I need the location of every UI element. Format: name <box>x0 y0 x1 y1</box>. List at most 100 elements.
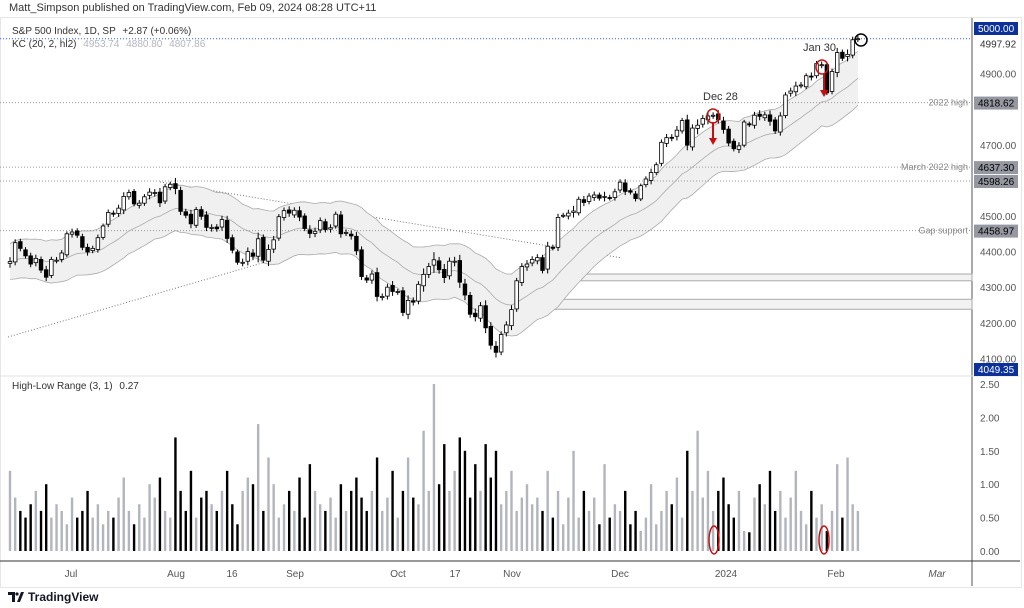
range-bar <box>267 457 270 551</box>
range-bar <box>262 510 265 551</box>
range-bar <box>753 497 756 551</box>
range-bar <box>282 504 286 551</box>
range-bar <box>773 510 777 551</box>
candle <box>374 272 380 297</box>
candle <box>669 136 674 139</box>
candle <box>592 194 597 198</box>
range-bar <box>70 497 74 551</box>
candle <box>772 119 778 132</box>
range-bar <box>241 490 244 551</box>
time-tick-label: Mar <box>928 569 946 580</box>
range-bar <box>76 517 79 551</box>
range-bar <box>463 450 467 551</box>
candle <box>654 164 659 173</box>
candle <box>64 233 70 256</box>
range-bar <box>567 497 570 551</box>
range-bar <box>422 430 425 551</box>
range-bar <box>742 530 746 551</box>
candle <box>281 210 287 218</box>
range-bar <box>551 517 555 551</box>
candle <box>126 192 132 198</box>
range-tick-label: 0.00 <box>980 547 1000 558</box>
range-bar <box>339 484 343 551</box>
range-bar <box>639 530 642 551</box>
candle <box>467 294 473 315</box>
symbol-label[interactable]: S&P 500 Index, 1D, SP <box>12 26 116 37</box>
candle <box>576 198 581 214</box>
range-bar <box>205 490 208 551</box>
candle <box>183 211 188 216</box>
range-bar <box>691 490 694 551</box>
candle <box>695 124 700 129</box>
range-bar <box>577 517 580 551</box>
candle <box>343 231 349 234</box>
range-bar <box>437 484 441 551</box>
candle <box>204 214 209 228</box>
candle <box>59 252 64 260</box>
candle <box>188 213 194 225</box>
range-bar <box>386 497 389 551</box>
range-bar <box>412 497 415 551</box>
range-bar <box>804 524 808 551</box>
range-bar <box>8 470 12 551</box>
range-bar <box>675 477 679 551</box>
candle <box>405 299 411 315</box>
time-tick-label: Oct <box>390 569 406 580</box>
candle <box>566 212 571 217</box>
candle <box>137 202 142 206</box>
range-bar <box>107 510 110 551</box>
kc-label[interactable]: KC (20, 2, hl2) <box>12 39 77 50</box>
candle <box>100 225 106 238</box>
level-label: March 2022 high <box>901 162 968 172</box>
candle <box>230 237 235 251</box>
range-bar <box>127 510 131 551</box>
candle <box>214 226 219 230</box>
candle <box>752 114 757 126</box>
range-bar <box>830 510 834 551</box>
footer-brand: TradingView <box>28 590 99 604</box>
range-bar <box>613 504 617 551</box>
price-tick-label: 4900.00 <box>980 70 1017 81</box>
candle <box>783 94 788 117</box>
candle <box>726 128 731 144</box>
range-bar <box>443 444 446 551</box>
candle <box>571 210 576 213</box>
candle <box>157 191 163 204</box>
range-bar <box>711 510 715 551</box>
range-label[interactable]: High-Low Range (3, 1) <box>12 381 113 392</box>
range-bar <box>530 504 534 551</box>
range-bar <box>246 477 250 551</box>
range-bar <box>618 510 622 551</box>
jan30-arrowhead <box>820 90 828 97</box>
candle <box>581 199 587 203</box>
range-bar <box>169 517 172 551</box>
candle <box>788 90 793 94</box>
range-value: 0.27 <box>119 381 139 392</box>
candle <box>199 209 204 217</box>
candle <box>168 183 173 188</box>
candle <box>400 290 406 313</box>
candle <box>586 195 592 202</box>
candle <box>778 115 783 133</box>
candle <box>762 114 768 119</box>
candle <box>710 114 716 117</box>
range-bar <box>34 490 38 551</box>
candle <box>638 185 643 200</box>
range-bar <box>525 484 529 551</box>
candle <box>560 214 566 217</box>
candle <box>416 283 421 302</box>
candle <box>478 305 483 319</box>
range-bar <box>484 444 487 551</box>
kc-middle: 4880.80 <box>126 39 163 50</box>
range-bar <box>148 484 151 551</box>
range-bar <box>649 484 653 551</box>
range-bar <box>722 477 725 551</box>
candle <box>829 71 835 92</box>
trendline-resistance <box>159 181 623 259</box>
kc-legend: KC (20, 2, hl2) 4953.74 4880.80 4807.86 <box>12 39 205 50</box>
candle <box>845 53 850 57</box>
chart-frame <box>0 17 1022 588</box>
range-circle-jan <box>818 525 830 555</box>
range-bar <box>603 464 606 551</box>
